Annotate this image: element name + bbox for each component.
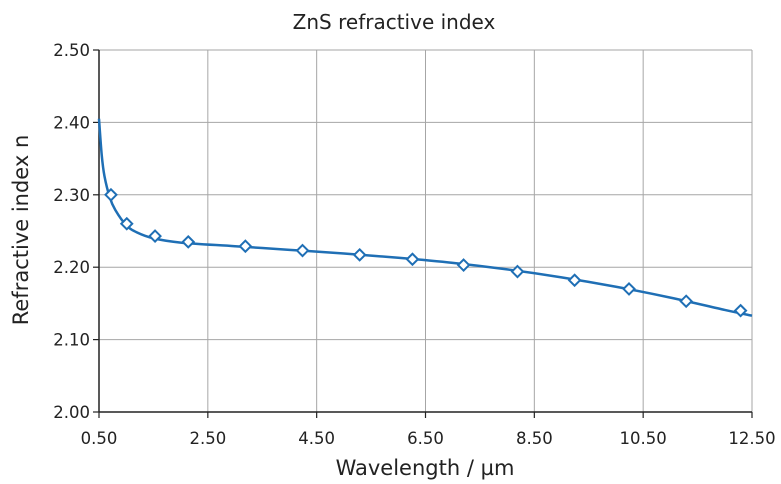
data-point-marker xyxy=(567,273,582,288)
data-point-marker xyxy=(456,258,471,272)
x-tick-labels: 0.50 2.50 4.50 6.50 8.50 10.50 12.50 xyxy=(81,429,776,448)
y-tick-label: 2.30 xyxy=(53,186,90,205)
x-tick-label: 10.50 xyxy=(620,429,667,448)
x-tick-label: 4.50 xyxy=(298,429,335,448)
data-point-marker xyxy=(510,264,525,279)
data-point-marker xyxy=(679,294,694,309)
data-point-marker xyxy=(181,234,196,249)
x-tick-label: 2.50 xyxy=(189,429,226,448)
data-point-marker xyxy=(295,243,310,258)
x-tick-label: 8.50 xyxy=(516,429,553,448)
data-point-marker xyxy=(104,187,118,202)
x-tick-label: 6.50 xyxy=(407,429,444,448)
grid xyxy=(98,49,753,413)
y-tick-label: 2.20 xyxy=(53,258,90,277)
data-point-marker xyxy=(622,282,636,296)
series-layer xyxy=(97,118,753,318)
data-point-marker xyxy=(119,216,134,231)
axes xyxy=(93,49,753,418)
y-axis-title: Refractive index n xyxy=(9,135,33,326)
y-tick-label: 2.00 xyxy=(53,403,90,422)
data-point-marker xyxy=(405,252,420,267)
y-tick-label: 2.10 xyxy=(53,331,90,350)
x-tick-label: 12.50 xyxy=(728,429,775,448)
data-point-marker xyxy=(733,303,748,318)
x-axis-title: Wavelength / µm xyxy=(336,456,515,480)
y-tick-label: 2.40 xyxy=(53,113,90,132)
y-tick-labels: 2.00 2.10 2.20 2.30 2.40 2.50 xyxy=(53,41,90,422)
y-tick-label: 2.50 xyxy=(53,41,90,60)
data-point-marker xyxy=(148,229,162,243)
data-point-marker xyxy=(238,239,253,254)
data-point-marker xyxy=(352,247,367,262)
chart-title: ZnS refractive index xyxy=(293,10,496,34)
x-tick-label: 0.50 xyxy=(81,429,118,448)
